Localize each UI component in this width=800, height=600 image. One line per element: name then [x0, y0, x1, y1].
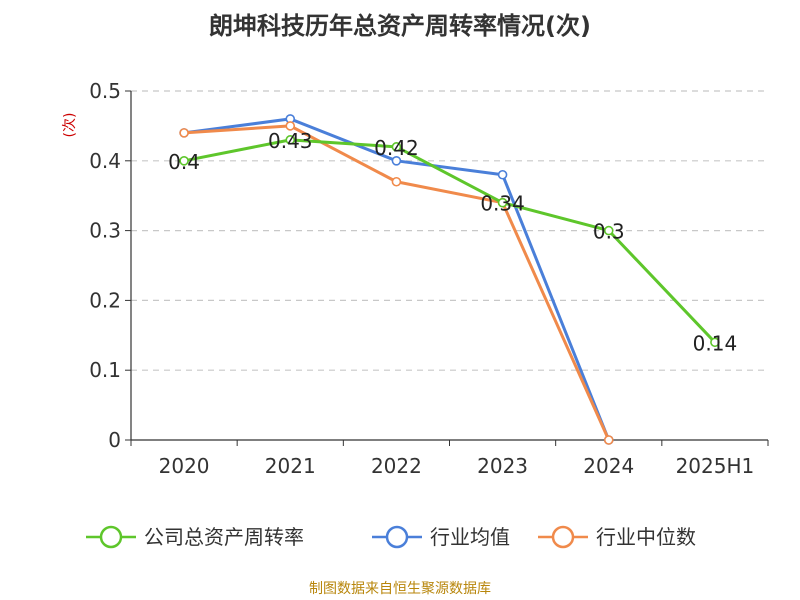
y-tick-label: 0 — [108, 428, 121, 452]
y-axis-unit-label: (次) — [62, 113, 78, 138]
x-tick-label: 2024 — [583, 454, 634, 478]
legend-label: 行业中位数 — [596, 525, 696, 549]
legend-marker — [385, 525, 409, 549]
legend-marker — [551, 525, 575, 549]
data-point — [391, 142, 402, 152]
y-tick-label: 0.4 — [89, 149, 121, 173]
data-point — [710, 337, 720, 348]
data-point — [179, 128, 189, 138]
source-note: 制图数据来自恒生聚源数据库 — [309, 581, 491, 597]
y-tick-label: 0.2 — [89, 288, 121, 312]
x-tick-label: 2020 — [159, 454, 210, 478]
data-point — [497, 197, 508, 208]
data-label: 0.34 — [480, 192, 525, 216]
legend-label: 公司总资产周转率 — [144, 525, 304, 549]
series-line — [183, 138, 717, 344]
y-tick-label: 0.1 — [89, 358, 121, 382]
data-point — [391, 176, 402, 187]
data-point — [285, 135, 296, 145]
x-tick-label: 2023 — [477, 454, 528, 478]
data-label: 0.14 — [693, 331, 738, 355]
data-point — [179, 156, 189, 166]
axis-layer: 0 0.1 0.2 0.3 0.4 0.5 2020 2021 2022 2023 2024 2025… — [62, 79, 769, 478]
legend: 公司总资产周转率 行业均值 行业中位数 — [86, 525, 696, 549]
x-tick-label: 2022 — [371, 454, 422, 478]
legend-marker — [99, 525, 123, 549]
series-line — [183, 117, 611, 441]
legend-label: 行业均值 — [430, 525, 510, 549]
data-label: 0.4 — [168, 150, 200, 174]
data-point — [603, 435, 614, 445]
chart-title: 朗坤科技历年总资产周转率情况(次) — [209, 12, 591, 40]
data-label: 0.42 — [374, 136, 419, 160]
data-point — [391, 156, 402, 166]
data-point — [285, 121, 296, 131]
grid-layer — [131, 90, 768, 371]
data-label: 0.43 — [268, 129, 313, 153]
x-tick-label: 2021 — [265, 454, 316, 478]
y-tick-label: 0.5 — [89, 79, 121, 103]
y-tick-label: 0.3 — [89, 219, 121, 243]
data-point — [603, 225, 614, 236]
x-tick-label: 2025H1 — [676, 454, 755, 478]
data-label: 0.3 — [593, 220, 625, 244]
label-layer: 0.4 0.43 0.42 0.34 0.3 0.14 — [168, 129, 737, 355]
data-point — [497, 169, 508, 180]
series-layer — [179, 114, 720, 445]
